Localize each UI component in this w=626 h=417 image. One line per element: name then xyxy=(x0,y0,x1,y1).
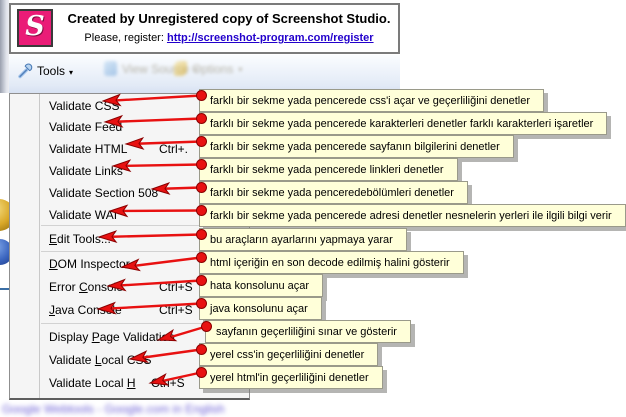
screenshot-studio-logo: S xyxy=(17,9,53,47)
menu-separator xyxy=(41,225,246,226)
menu-item-label: Validate CSS xyxy=(49,99,120,113)
menu-item-label: Validate Links xyxy=(49,164,123,178)
menu-item-validate-local-css[interactable]: Validate Local CSS xyxy=(49,353,152,367)
menu-item-label: Validate Local xyxy=(49,376,127,390)
annotation-tooltip: farklı bir sekme yada pencerede karakter… xyxy=(199,112,608,135)
options-label: Options xyxy=(192,61,234,76)
chevron-down-icon: ▾ xyxy=(69,67,74,77)
watermark-banner: S Created by Unregistered copy of Screen… xyxy=(9,3,400,54)
menu-item-label: Validate HTML xyxy=(49,142,128,156)
register-link[interactable]: http://screenshot-program.com/register xyxy=(166,32,374,44)
menu-item-display-page-validation[interactable]: Display Page Validation xyxy=(49,330,175,344)
annotation-tooltip: farklı bir sekme yada penceredebölümleri… xyxy=(199,181,468,204)
view-source-icon xyxy=(104,61,117,76)
gold-sphere-graphic xyxy=(0,199,9,231)
chevron-down-icon: ▾ xyxy=(194,65,199,74)
menu-item-label: Display xyxy=(49,330,92,344)
menu-separator xyxy=(41,323,246,324)
annotation-tooltip: sayfanın geçerliliğini sınar ve gösterir xyxy=(205,320,411,343)
watermark-subtitle: Please, register: http://screenshot-prog… xyxy=(63,32,395,44)
shortcut-label: Ctrl+S xyxy=(159,280,193,294)
annotation-tooltip: java konsolunu açar xyxy=(199,297,322,320)
menu-item-validate-wai[interactable]: Validate WAI xyxy=(10,205,250,225)
page-background-fragment xyxy=(0,93,9,400)
annotation-tooltip: yerel css'in geçerliliğini denetler xyxy=(199,343,379,366)
menu-icon-gutter xyxy=(39,94,40,398)
annotation-tooltip: farklı bir sekme yada pencerede adresi d… xyxy=(199,204,626,227)
blurred-link[interactable]: Google Webtools - Google.com in English xyxy=(2,402,225,416)
tools-menu-button[interactable]: Tools ▾ xyxy=(13,59,77,83)
menu-item-validate-links[interactable]: Validate Links xyxy=(10,161,250,181)
shortcut-label: Ctrl+S xyxy=(159,303,193,317)
watermark-title: Created by Unregistered copy of Screensh… xyxy=(67,11,391,26)
menu-item-label: Validate WAI xyxy=(49,208,118,222)
view-source-button[interactable]: View Source ▾ xyxy=(104,61,198,76)
options-button[interactable]: Options ▾ xyxy=(174,61,242,76)
register-label: Please, register: xyxy=(84,32,164,44)
window-edge xyxy=(0,0,9,93)
tools-label: Tools xyxy=(37,64,66,78)
menu-item-label: Validate Section 508 xyxy=(49,186,159,200)
annotation-tooltip: farklı bir sekme yada pencerede sayfanın… xyxy=(199,135,514,158)
annotation-tooltip: farklı bir sekme yada pencerede linkleri… xyxy=(199,158,458,181)
menu-item-dom-inspector[interactable]: DOM Inspector xyxy=(49,257,130,271)
annotation-tooltip: yerel html'in geçerliliğini denetler xyxy=(199,366,383,389)
shortcut-label: Ctrl+S xyxy=(151,376,185,390)
menu-item-validate-section-508[interactable]: Validate Section 508 xyxy=(10,183,250,203)
divider-fragment xyxy=(0,288,9,290)
menu-item-validate-html[interactable]: Validate HTML Ctrl+. xyxy=(10,139,250,159)
annotation-tooltip: hata konsolunu açar xyxy=(199,274,324,297)
menu-item-label: Error xyxy=(49,280,79,294)
annotation-tooltip: html içeriğin en son decode edilmiş hali… xyxy=(199,251,464,274)
menu-item-label: Validate xyxy=(49,353,95,367)
menu-separator xyxy=(41,251,246,252)
menu-item-label: Validate Feed xyxy=(49,120,123,134)
options-icon xyxy=(174,61,187,76)
annotation-tooltip: farklı bir sekme yada pencerede css'i aç… xyxy=(199,89,545,112)
view-source-label: View Source xyxy=(122,61,190,76)
browser-toolbar: Tools ▾ View Source ▾ Options ▾ xyxy=(9,55,400,93)
wrench-icon xyxy=(18,63,33,79)
shortcut-label: Ctrl+. xyxy=(159,142,189,156)
annotation-tooltip: bu araçların ayarlarını yapmaya yarar xyxy=(199,228,407,251)
menu-item-edit-tools[interactable]: Edit Tools... xyxy=(49,232,111,246)
blue-sphere-graphic xyxy=(0,239,9,265)
chevron-down-icon: ▾ xyxy=(238,65,243,74)
